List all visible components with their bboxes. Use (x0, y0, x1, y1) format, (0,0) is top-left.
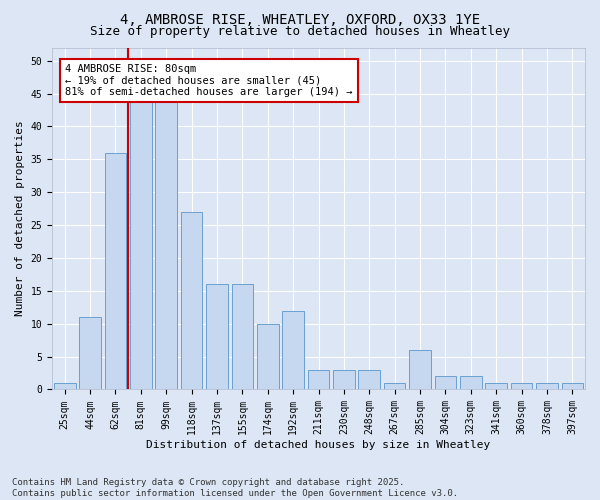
Bar (54, 383, 76, 390)
Bar (130, 94, 152, 390)
Bar (155, 100, 177, 390)
Bar (308, 370, 329, 390)
Text: 4 AMBROSE RISE: 80sqm
← 19% of detached houses are smaller (45)
81% of semi-deta: 4 AMBROSE RISE: 80sqm ← 19% of detached … (65, 64, 353, 97)
Bar (384, 383, 406, 390)
Bar (358, 370, 380, 390)
Bar (460, 376, 482, 390)
Bar (562, 383, 583, 390)
Bar (181, 212, 202, 390)
X-axis label: Distribution of detached houses by size in Wheatley: Distribution of detached houses by size … (146, 440, 491, 450)
Bar (283, 310, 304, 390)
Bar (79, 317, 101, 390)
Bar (434, 376, 456, 390)
Text: 4, AMBROSE RISE, WHEATLEY, OXFORD, OX33 1YE: 4, AMBROSE RISE, WHEATLEY, OXFORD, OX33 … (120, 12, 480, 26)
Bar (536, 383, 558, 390)
Text: Size of property relative to detached houses in Wheatley: Size of property relative to detached ho… (90, 25, 510, 38)
Text: Contains HM Land Registry data © Crown copyright and database right 2025.
Contai: Contains HM Land Registry data © Crown c… (12, 478, 458, 498)
Bar (206, 284, 228, 390)
Bar (485, 383, 507, 390)
Y-axis label: Number of detached properties: Number of detached properties (15, 120, 25, 316)
Bar (409, 350, 431, 390)
Bar (511, 383, 532, 390)
Bar (257, 324, 278, 390)
Bar (104, 152, 126, 390)
Bar (333, 370, 355, 390)
Bar (232, 284, 253, 390)
